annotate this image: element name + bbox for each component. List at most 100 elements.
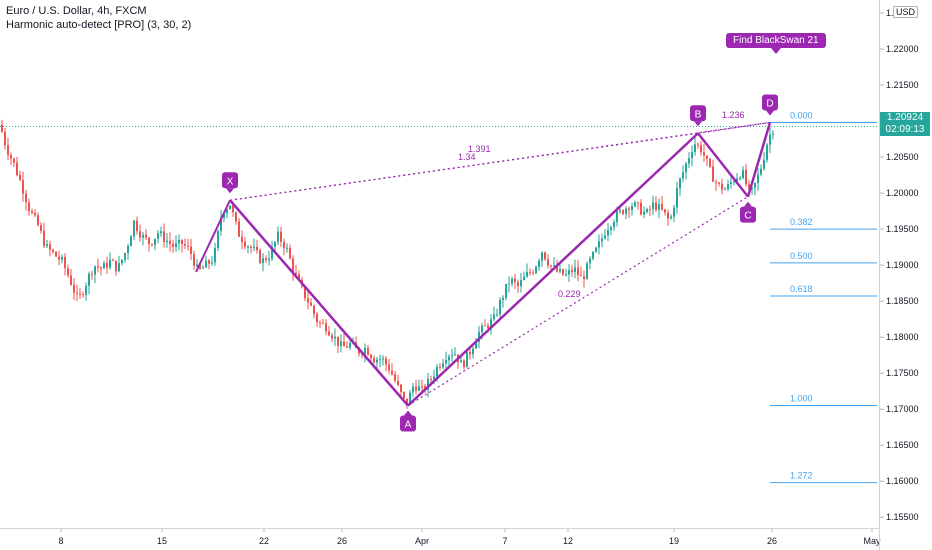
time-tick-label: 19 <box>669 536 679 546</box>
candle-body <box>751 187 753 189</box>
candle-body <box>610 227 612 231</box>
candle-body <box>190 246 192 254</box>
candle-body <box>259 250 261 263</box>
candle-body <box>718 182 720 184</box>
candle-body <box>487 325 489 329</box>
candle-body <box>322 322 324 324</box>
candle-body <box>157 233 159 239</box>
pattern-point-d-pointer <box>766 110 774 116</box>
price-axis[interactable]: 1.225001.220001.215001.210001.205001.200… <box>880 8 919 522</box>
candle-body <box>118 263 120 272</box>
candle-body <box>634 202 636 207</box>
candle-body <box>70 275 72 285</box>
last-price-badge: 1.20924 02:09:13 <box>880 112 930 136</box>
currency-label[interactable]: USD <box>893 6 919 18</box>
candle-body <box>709 158 711 167</box>
pattern-ratio-line-ac <box>407 196 749 407</box>
candle-body <box>586 263 588 280</box>
price-tick-label: 1.16500 <box>886 440 919 450</box>
candle-body <box>250 246 252 249</box>
candle-body <box>550 265 552 267</box>
candle-body <box>121 259 123 264</box>
time-scale-border <box>0 528 880 529</box>
candle-body <box>127 246 129 254</box>
indicator-title[interactable]: Harmonic auto-detect [PRO] (3, 30, 2) <box>6 19 192 31</box>
candle-body <box>4 131 6 146</box>
candle-body <box>544 252 546 260</box>
price-tick-label: 1.17500 <box>886 368 919 378</box>
candle-body <box>523 276 525 281</box>
blackswan-callout[interactable]: Find BlackSwan 21 <box>726 33 826 54</box>
candle-body <box>727 184 729 190</box>
candle-body <box>115 260 117 272</box>
pattern-point-c-marker <box>740 206 756 223</box>
candle-body <box>61 256 63 260</box>
candle-body <box>676 188 678 208</box>
candle-body <box>334 336 336 339</box>
candle-body <box>604 235 606 239</box>
pattern-ratio-label: 1.236 <box>722 110 745 120</box>
candle-body <box>760 168 762 175</box>
pattern-point-x-pointer <box>226 188 234 194</box>
candles-layer <box>0 119 880 409</box>
pattern-ratio-line-xd <box>229 121 771 201</box>
candle-body <box>391 370 393 375</box>
price-tick-label: 1.19000 <box>886 260 919 270</box>
candle-body <box>631 206 633 210</box>
candle-body <box>1 124 3 132</box>
candle-body <box>565 274 567 276</box>
pattern-point-a-pointer <box>404 410 412 416</box>
candle-body <box>97 266 99 268</box>
candle-body <box>436 366 438 377</box>
candle-body <box>547 259 549 266</box>
candle-body <box>688 158 690 164</box>
price-tick-label: 1.20000 <box>886 188 919 198</box>
candle-body <box>706 155 708 159</box>
candle-body <box>214 247 216 263</box>
fib-level-label: 0.382 <box>790 217 813 227</box>
candle-body <box>79 293 81 295</box>
candle-body <box>373 358 375 363</box>
candle-body <box>490 319 492 329</box>
candle-body <box>649 209 651 211</box>
candle-body <box>511 278 513 284</box>
candle-body <box>712 166 714 182</box>
candle-body <box>172 243 174 248</box>
candle-body <box>715 181 717 183</box>
candle-body <box>7 145 9 155</box>
candle-body <box>646 209 648 213</box>
candle-body <box>16 162 18 176</box>
candle-body <box>367 348 369 355</box>
candle-body <box>139 231 141 238</box>
candle-body <box>580 275 582 277</box>
candle-body <box>493 314 495 320</box>
candle-body <box>226 209 228 214</box>
symbol-title[interactable]: Euro / U.S. Dollar, 4h, FXCM <box>6 5 147 17</box>
candle-body <box>742 169 744 179</box>
candle-body <box>484 325 486 327</box>
candle-body <box>556 265 558 272</box>
candle-body <box>85 285 87 295</box>
time-tick-label: 8 <box>58 536 63 546</box>
candle-body <box>286 247 288 249</box>
candle-body <box>733 181 735 183</box>
candle-body <box>730 182 732 185</box>
candle-body <box>310 302 312 306</box>
candle-body <box>475 342 477 349</box>
candle-body <box>502 297 504 300</box>
time-axis[interactable]: 8 15 22 26 Apr 7 12 19 26 May <box>58 528 881 546</box>
candle-body <box>697 144 699 146</box>
candle-body <box>241 236 243 242</box>
candle-body <box>667 212 669 219</box>
time-tick-label: 22 <box>259 536 269 546</box>
candle-body <box>499 299 501 315</box>
candle-body <box>433 376 435 380</box>
candle-body <box>229 205 231 210</box>
candle-body <box>577 267 579 276</box>
candle-body <box>466 351 468 368</box>
candle-body <box>337 336 339 346</box>
pattern-point-b-pointer <box>694 121 702 127</box>
candle-body <box>754 182 756 188</box>
